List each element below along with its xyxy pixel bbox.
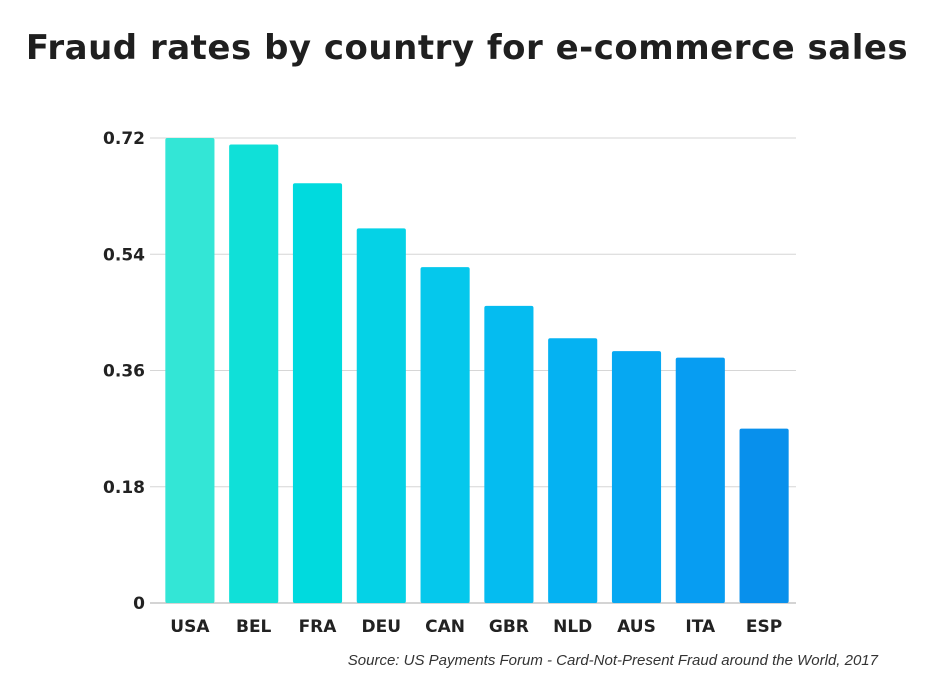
y-tick-label: 0.72 bbox=[103, 129, 145, 149]
bar-aus bbox=[611, 351, 662, 603]
bar-usa bbox=[165, 138, 215, 603]
x-tick-label: GBR bbox=[489, 617, 529, 637]
bar-can bbox=[420, 267, 470, 603]
x-tick-label: CAN bbox=[425, 617, 465, 637]
bar-ita bbox=[675, 357, 725, 603]
bar-esp bbox=[739, 428, 789, 603]
y-tick-label: 0 bbox=[133, 594, 145, 614]
y-axis-ticks: 0 0.18 0.36 0.54 0.72 bbox=[103, 129, 145, 614]
x-tick-label: ITA bbox=[685, 617, 716, 637]
chart-title: Fraud rates by country for e-commerce sa… bbox=[25, 28, 909, 68]
x-axis-ticks: USA BEL FRA DEU CAN GBR NLD AUS ITA ESP bbox=[170, 617, 782, 637]
bar-fra bbox=[292, 183, 343, 604]
bar-deu bbox=[356, 228, 406, 603]
x-tick-label: FRA bbox=[299, 617, 338, 637]
x-tick-label: USA bbox=[170, 617, 210, 637]
y-tick-label: 0.36 bbox=[103, 362, 145, 382]
source-note: Source: US Payments Forum - Card-Not-Pre… bbox=[347, 652, 878, 669]
bar-gbr bbox=[484, 305, 534, 603]
bars bbox=[165, 138, 789, 604]
x-tick-label: NLD bbox=[553, 617, 592, 637]
y-tick-label: 0.18 bbox=[103, 478, 145, 498]
y-tick-label: 0.54 bbox=[103, 245, 145, 265]
x-tick-label: AUS bbox=[617, 617, 656, 637]
bar-nld bbox=[548, 338, 598, 603]
x-tick-label: DEU bbox=[362, 617, 402, 637]
bar-bel bbox=[229, 144, 279, 604]
x-tick-label: BEL bbox=[236, 617, 272, 637]
x-tick-label: ESP bbox=[746, 617, 782, 637]
